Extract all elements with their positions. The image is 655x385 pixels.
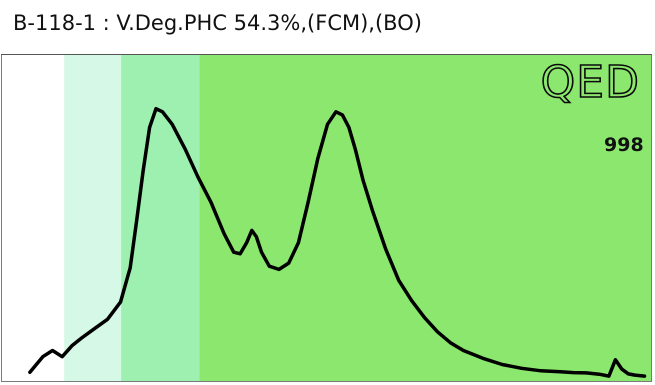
plot-area: QED	[4, 55, 651, 381]
chart-title: B-118-1 : V.Deg.PHC 54.3%,(FCM),(BO)	[13, 11, 422, 35]
background-bands	[4, 55, 651, 381]
qed-logo: QED	[541, 57, 640, 108]
histogram-curve	[28, 106, 647, 378]
count-label: 998	[604, 134, 644, 156]
band-1	[4, 55, 65, 381]
band-4	[199, 55, 651, 381]
band-3	[121, 55, 200, 381]
band-2	[64, 55, 122, 381]
title-bar: B-118-1 : V.Deg.PHC 54.3%,(FCM),(BO)	[1, 1, 652, 55]
